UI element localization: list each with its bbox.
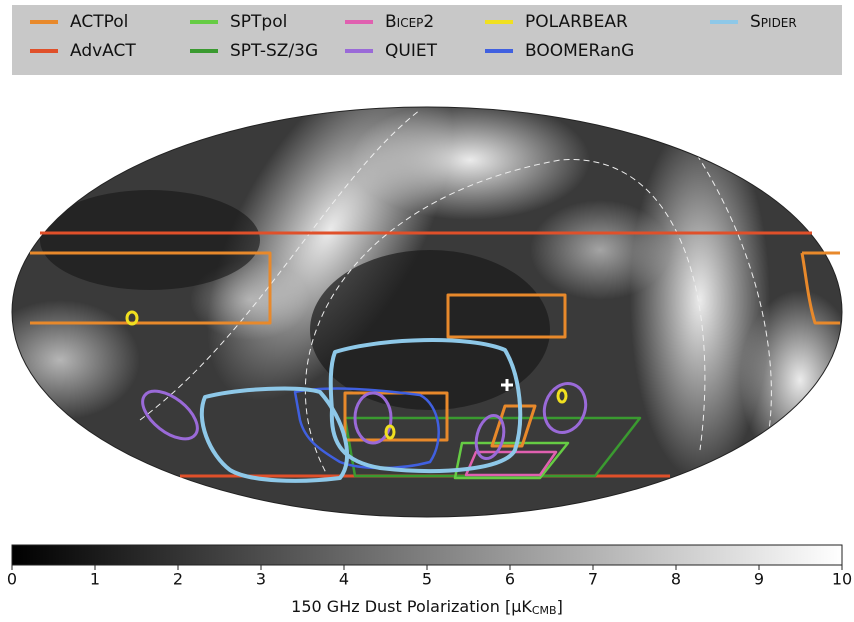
tick-label: 6 [505, 570, 515, 589]
colorbar-label: 150 GHz Dust Polarization [μKCMB] [291, 597, 563, 618]
tick-label: 3 [256, 570, 266, 589]
legend-label: BOOMERanG [525, 41, 634, 61]
legend-label: AdvACT [70, 41, 136, 61]
legend-label: SPT-SZ/3G [230, 41, 318, 61]
tick-label: 1 [90, 570, 100, 589]
label-subscript: CMB [532, 604, 557, 617]
legend-label: Spider [750, 12, 797, 32]
tick-label: 8 [671, 570, 681, 589]
label-text: 150 GHz Dust Polarization [μK [291, 597, 532, 616]
tick-label: 5 [422, 570, 432, 589]
legend-label: SPTpol [230, 12, 287, 32]
tick-label: 4 [339, 570, 349, 589]
legend-label: Bicep2 [385, 12, 434, 32]
sky-map [0, 20, 854, 517]
tick-label: 9 [754, 570, 764, 589]
tick-label: 7 [588, 570, 598, 589]
colorbar [12, 545, 842, 565]
tick-label: 2 [173, 570, 183, 589]
label-end: ] [557, 597, 563, 616]
legend-label: ACTPol [70, 12, 128, 32]
figure: ACTPol AdvACT SPTpol SPT-SZ/3G Bicep2 QUIET PO… [0, 0, 854, 622]
tick-label: 0 [7, 570, 17, 589]
legend-label: QUIET [385, 41, 438, 61]
tick-label: 10 [832, 570, 852, 589]
legend-label: POLARBEAR [525, 12, 628, 32]
colorbar-axis: 0 1 2 3 4 5 6 7 8 9 10 [7, 565, 852, 589]
